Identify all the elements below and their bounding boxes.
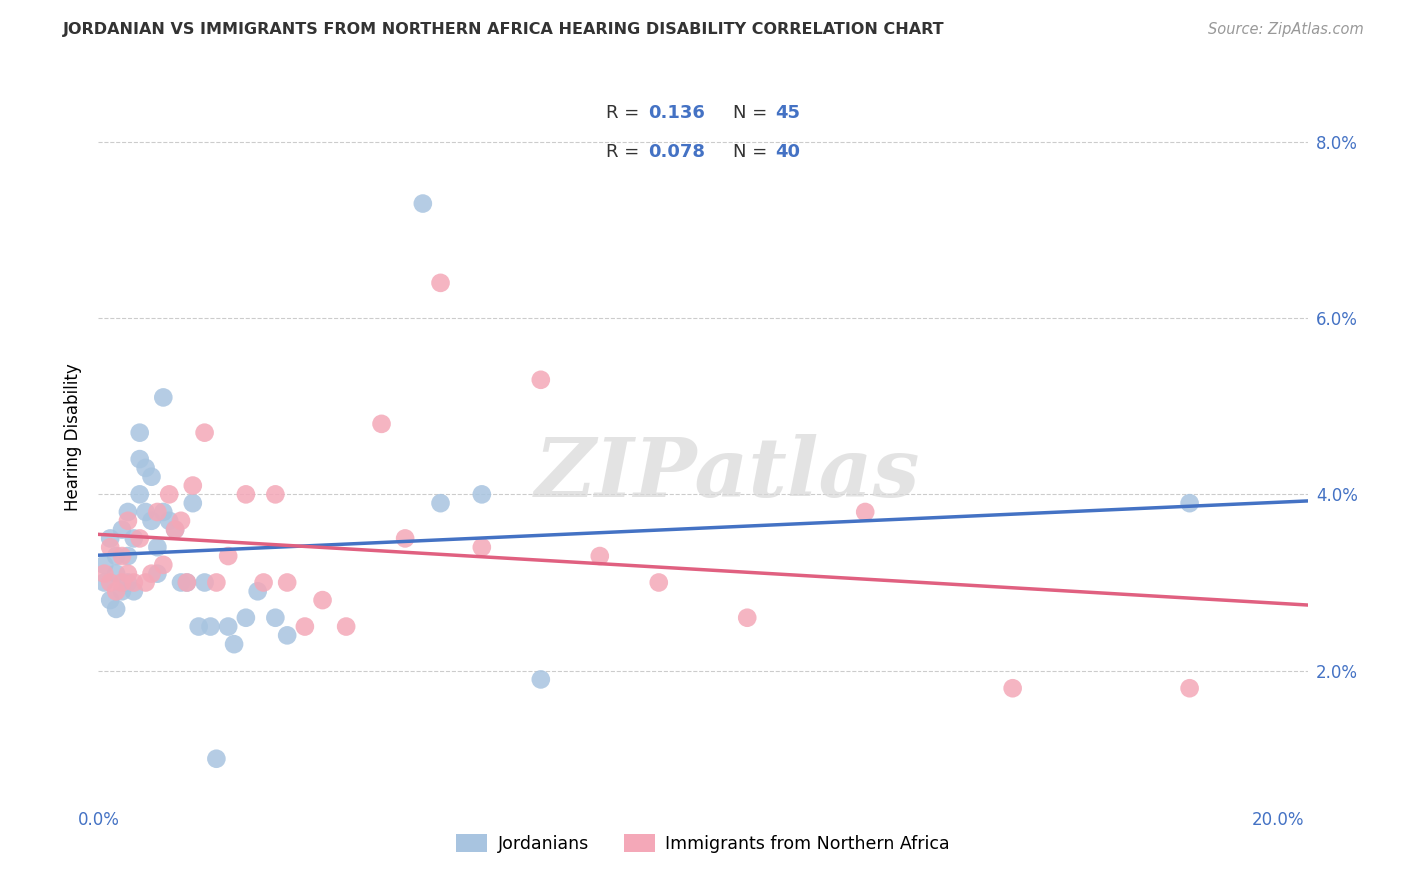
- Point: [1001, 681, 1024, 696]
- Text: 45: 45: [776, 104, 800, 122]
- Text: 0.078: 0.078: [648, 143, 706, 161]
- Point: [735, 611, 758, 625]
- Point: [1178, 681, 1201, 696]
- Point: [165, 523, 187, 537]
- Point: [146, 566, 169, 581]
- Point: [98, 593, 121, 607]
- Point: [128, 487, 150, 501]
- Point: [152, 558, 174, 572]
- Point: [165, 523, 187, 537]
- Point: [128, 532, 150, 546]
- Point: [98, 532, 121, 546]
- Point: [98, 575, 121, 590]
- Point: [111, 523, 134, 537]
- Point: [471, 540, 494, 554]
- Point: [530, 673, 553, 687]
- Point: [117, 549, 139, 563]
- Point: [530, 373, 553, 387]
- Point: [141, 514, 163, 528]
- Point: [122, 575, 145, 590]
- Point: [128, 425, 150, 440]
- Point: [141, 566, 163, 581]
- Point: [128, 452, 150, 467]
- Point: [412, 196, 434, 211]
- Point: [194, 575, 217, 590]
- Point: [648, 575, 671, 590]
- Point: [235, 487, 257, 501]
- Point: [264, 611, 287, 625]
- Legend: Jordanians, Immigrants from Northern Africa: Jordanians, Immigrants from Northern Afr…: [449, 827, 957, 860]
- Point: [135, 575, 157, 590]
- Point: [335, 619, 357, 633]
- Point: [222, 637, 245, 651]
- Text: 0.136: 0.136: [648, 104, 706, 122]
- Point: [181, 478, 204, 492]
- Point: [105, 566, 128, 581]
- Point: [370, 417, 392, 431]
- Point: [93, 575, 115, 590]
- Point: [394, 532, 416, 546]
- Point: [117, 566, 139, 581]
- Point: [194, 425, 217, 440]
- Point: [170, 514, 193, 528]
- Point: [105, 602, 128, 616]
- Point: [246, 584, 269, 599]
- Text: 40: 40: [776, 143, 800, 161]
- Point: [471, 487, 494, 501]
- Point: [146, 505, 169, 519]
- Y-axis label: Hearing Disability: Hearing Disability: [65, 363, 83, 511]
- Point: [117, 575, 139, 590]
- Point: [141, 469, 163, 483]
- Point: [135, 461, 157, 475]
- Point: [589, 549, 612, 563]
- Point: [117, 514, 139, 528]
- Point: [98, 540, 121, 554]
- Point: [429, 276, 451, 290]
- Point: [93, 566, 115, 581]
- Point: [152, 391, 174, 405]
- Point: [157, 487, 180, 501]
- Point: [235, 611, 257, 625]
- Point: [135, 505, 157, 519]
- Text: N =: N =: [734, 104, 773, 122]
- Point: [111, 575, 134, 590]
- Point: [187, 619, 209, 633]
- Point: [264, 487, 287, 501]
- Text: R =: R =: [606, 143, 645, 161]
- Point: [276, 628, 298, 642]
- Point: [111, 549, 134, 563]
- Point: [429, 496, 451, 510]
- Point: [181, 496, 204, 510]
- Point: [205, 752, 228, 766]
- Point: [117, 505, 139, 519]
- Point: [205, 575, 228, 590]
- Point: [200, 619, 222, 633]
- Point: [252, 575, 274, 590]
- Text: R =: R =: [606, 104, 645, 122]
- Point: [1178, 496, 1201, 510]
- Point: [217, 619, 239, 633]
- Point: [122, 532, 145, 546]
- Point: [93, 558, 115, 572]
- Point: [176, 575, 198, 590]
- Point: [170, 575, 193, 590]
- Text: ZIPatlas: ZIPatlas: [534, 434, 920, 514]
- Text: N =: N =: [734, 143, 773, 161]
- Point: [105, 584, 128, 599]
- Point: [152, 505, 174, 519]
- Point: [217, 549, 239, 563]
- Point: [105, 549, 128, 563]
- Point: [157, 514, 180, 528]
- Point: [176, 575, 198, 590]
- Point: [122, 584, 145, 599]
- Point: [146, 540, 169, 554]
- Point: [111, 584, 134, 599]
- Point: [853, 505, 876, 519]
- Point: [311, 593, 333, 607]
- Point: [294, 619, 316, 633]
- Text: Source: ZipAtlas.com: Source: ZipAtlas.com: [1208, 22, 1364, 37]
- Text: JORDANIAN VS IMMIGRANTS FROM NORTHERN AFRICA HEARING DISABILITY CORRELATION CHAR: JORDANIAN VS IMMIGRANTS FROM NORTHERN AF…: [63, 22, 945, 37]
- Point: [276, 575, 298, 590]
